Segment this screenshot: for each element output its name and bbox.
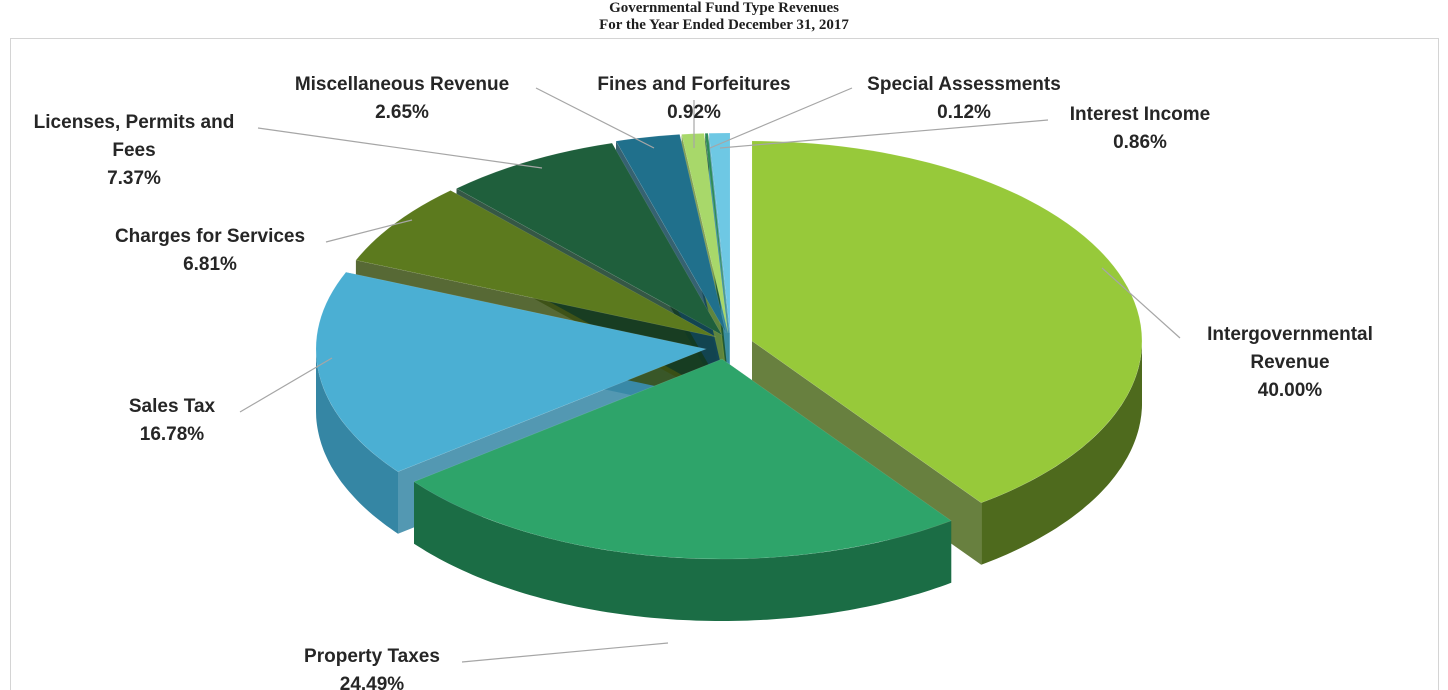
pie-side-2 bbox=[316, 346, 398, 534]
chart-title-line-2: For the Year Ended December 31, 2017 bbox=[599, 17, 849, 33]
leader-line-7 bbox=[709, 87, 853, 149]
slice-value: 2.65% bbox=[375, 102, 429, 123]
slice-label-line: Special Assessments bbox=[867, 74, 1061, 95]
leader-lines bbox=[239, 87, 1181, 663]
slice-label-2: Sales Tax 16.78% bbox=[129, 396, 216, 445]
pie-tops bbox=[315, 132, 1143, 560]
slice-label-line: Sales Tax bbox=[129, 396, 216, 417]
leader-line-2 bbox=[239, 357, 333, 413]
chart-frame bbox=[10, 38, 1439, 690]
leader-line-5 bbox=[535, 87, 655, 149]
slice-label-line: Miscellaneous Revenue bbox=[295, 74, 509, 95]
pie-slice-licenses-permits-and-fees bbox=[455, 142, 723, 336]
slice-label-1: Property Taxes 24.49% bbox=[304, 646, 440, 690]
pie-slice-charges-for-services bbox=[355, 190, 717, 338]
pie-slice-property-taxes bbox=[413, 358, 952, 560]
leader-line-1 bbox=[461, 642, 669, 663]
slice-value: 16.78% bbox=[140, 424, 205, 445]
slice-label-line: Charges for Services bbox=[115, 226, 305, 247]
slice-label-line: Property Taxes bbox=[304, 646, 440, 667]
slice-value: 7.37% bbox=[107, 168, 161, 189]
slice-label-7: Special Assessments 0.12% bbox=[867, 74, 1061, 123]
pie-side-1 bbox=[414, 481, 952, 621]
leader-line-0 bbox=[1101, 267, 1181, 339]
slice-value: 0.92% bbox=[667, 102, 721, 123]
slice-value: 6.81% bbox=[183, 254, 237, 275]
slice-label-line: Intergovernmental bbox=[1207, 324, 1373, 345]
slice-label-5: Miscellaneous Revenue 2.65% bbox=[295, 74, 509, 123]
slice-label-line: Fines and Forfeitures bbox=[597, 74, 790, 95]
chart-title: Governmental Fund Type Revenues For the … bbox=[0, 0, 1448, 34]
pie-slice-fines-and-forfeitures bbox=[681, 133, 729, 334]
leader-line-3 bbox=[325, 219, 413, 243]
pie-slice-special-assessments bbox=[704, 132, 730, 334]
slice-value: 24.49% bbox=[340, 674, 405, 690]
slice-value: 0.12% bbox=[937, 102, 991, 123]
slice-value: 0.86% bbox=[1113, 132, 1167, 153]
slice-value: 40.00% bbox=[1258, 380, 1323, 401]
pie-slice-miscellaneous-revenue bbox=[615, 134, 727, 334]
leader-line-8 bbox=[719, 119, 1049, 149]
pie-slice-sales-tax bbox=[315, 271, 708, 473]
pie-slice-interest-income bbox=[708, 132, 731, 334]
leader-line-4 bbox=[257, 127, 543, 169]
slice-label-line: Revenue bbox=[1250, 352, 1329, 373]
pie-slice-intergovernmental-revenue bbox=[751, 140, 1143, 504]
slice-label-0: Intergovernmental Revenue 40.00% bbox=[1207, 324, 1373, 401]
slice-labels: Intergovernmental Revenue 40.00% Property T… bbox=[34, 74, 1373, 690]
slice-label-line: Interest Income bbox=[1070, 104, 1210, 125]
slice-label-6: Fines and Forfeitures 0.92% bbox=[597, 74, 790, 123]
chart-title-line-1: Governmental Fund Type Revenues bbox=[609, 0, 839, 16]
slice-label-8: Interest Income 0.86% bbox=[1070, 104, 1210, 153]
slice-label-4: Licenses, Permits and Fees 7.37% bbox=[34, 112, 235, 189]
slice-label-line: Licenses, Permits and bbox=[34, 112, 235, 133]
slice-label-3: Charges for Services 6.81% bbox=[115, 226, 305, 275]
slice-label-line: Fees bbox=[112, 140, 155, 161]
pie-side-0 bbox=[981, 339, 1142, 565]
